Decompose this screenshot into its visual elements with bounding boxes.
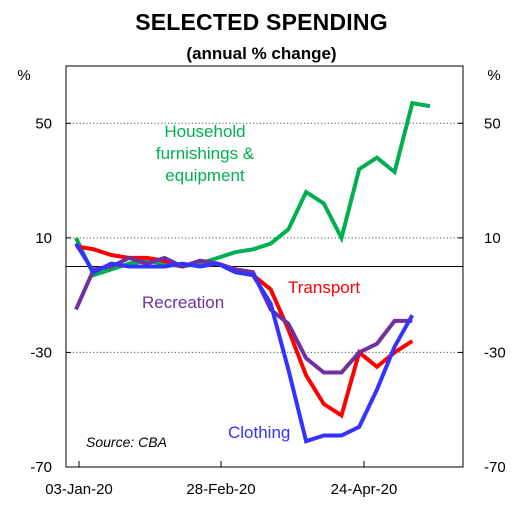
y-tick-label-right: 10 bbox=[484, 230, 501, 247]
y-tick-label-left: 50 bbox=[35, 115, 52, 132]
series-label: Transport bbox=[288, 278, 360, 297]
y-tick-label-right: -30 bbox=[484, 344, 506, 361]
y-tick-label-right: 50 bbox=[484, 115, 501, 132]
y-tick-label-right: -70 bbox=[484, 459, 506, 476]
y-unit-right: % bbox=[487, 67, 500, 84]
series-label: Household bbox=[164, 122, 245, 141]
x-tick-label: 24-Apr-20 bbox=[331, 481, 398, 498]
series-label: furnishings & bbox=[156, 144, 255, 163]
y-tick-label-left: -30 bbox=[30, 344, 52, 361]
plot-frame bbox=[65, 65, 464, 468]
y-tick-label-left: -70 bbox=[30, 459, 52, 476]
series-line-household-furnishings-equipment bbox=[74, 100, 431, 278]
x-tick-label: 28-Feb-20 bbox=[186, 481, 255, 498]
y-unit-left: % bbox=[17, 67, 30, 84]
series-line-clothing bbox=[74, 242, 415, 444]
source-note: Source: CBA bbox=[86, 434, 167, 450]
series-label: Clothing bbox=[228, 423, 290, 442]
x-tick-label: 03-Jan-20 bbox=[45, 481, 113, 498]
chart-subtitle: (annual % change) bbox=[186, 44, 337, 63]
chart-title: SELECTED SPENDING bbox=[135, 9, 388, 35]
y-tick-label-left: 10 bbox=[35, 230, 52, 247]
series-line-recreation bbox=[74, 255, 413, 375]
series-label: equipment bbox=[165, 166, 245, 185]
series-label: Recreation bbox=[142, 293, 224, 312]
